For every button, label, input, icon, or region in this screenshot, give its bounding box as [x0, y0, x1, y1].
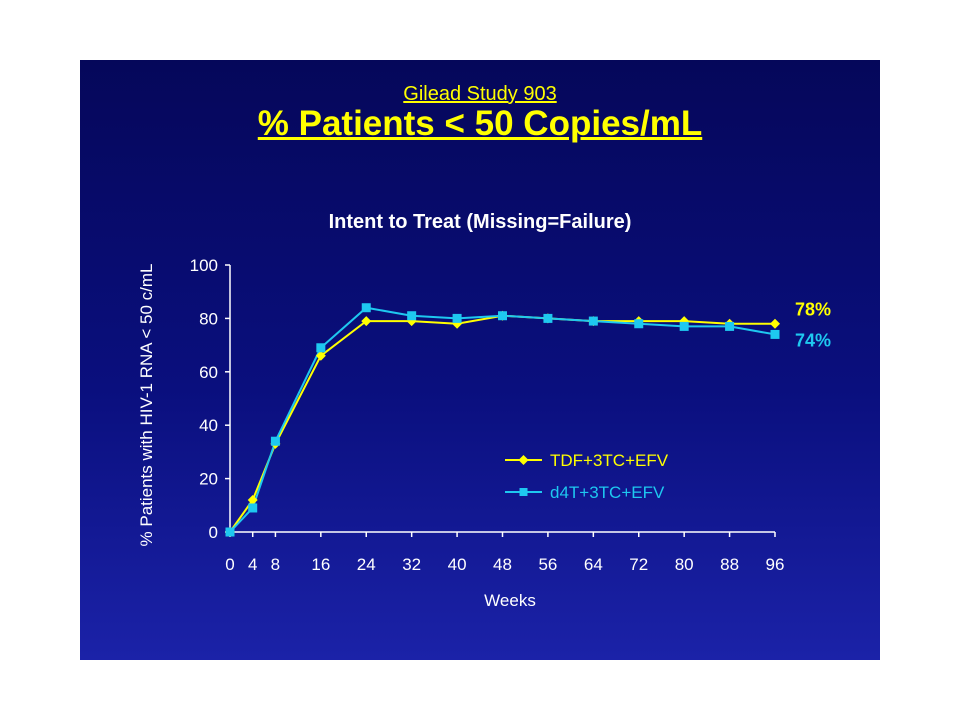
x-tick-label: 64: [584, 555, 603, 574]
end-labels: 78% 74%: [795, 300, 831, 351]
x-tick-label: 8: [271, 555, 280, 574]
x-tick-label: 0: [225, 555, 234, 574]
data-point-square: [270, 436, 280, 446]
x-axis-title: Weeks: [484, 591, 536, 610]
series-end-label: 74%: [795, 330, 831, 350]
series-line-0: [229, 314, 775, 533]
x-tick-label: 4: [248, 555, 257, 574]
data-point-square: [225, 527, 235, 537]
slide-background: Gilead Study 903 % Patients < 50 Copies/…: [80, 60, 880, 660]
data-point-square: [588, 316, 598, 326]
data-point-square: [407, 311, 417, 321]
series-markers: [225, 303, 780, 537]
legend-marker-square: [519, 488, 528, 496]
data-point-diamond: [315, 350, 326, 361]
chart-legend: TDF+3TC+EFV d4T+3TC+EFV: [505, 451, 669, 502]
legend-label: d4T+3TC+EFV: [550, 483, 665, 502]
slide-subtitle: Gilead Study 903: [403, 83, 557, 105]
data-point-square: [452, 313, 462, 323]
legend-marker-diamond: [518, 455, 529, 465]
x-tick-label: 24: [357, 555, 376, 574]
x-tick-label: 80: [675, 555, 694, 574]
x-tick-label: 48: [493, 555, 512, 574]
x-tick-label: 96: [766, 555, 785, 574]
y-tick-label: 100: [190, 256, 218, 275]
data-point-square: [498, 311, 507, 321]
y-tick-label: 20: [199, 470, 218, 489]
chart-title: Intent to Treat (Missing=Failure): [328, 211, 632, 233]
series-end-label: 78%: [795, 300, 831, 320]
data-point-square: [543, 313, 553, 323]
series-line-1: [229, 306, 776, 533]
data-point-square: [679, 321, 689, 331]
x-tick-label: 88: [720, 555, 739, 574]
y-tick-label: 60: [199, 363, 218, 382]
legend-label: TDF+3TC+EFV: [550, 451, 669, 470]
data-point-square: [316, 343, 326, 353]
data-point-square: [361, 303, 371, 313]
y-tick-label: 80: [199, 309, 218, 328]
slide-title: % Patients < 50 Copies/mL: [257, 104, 703, 143]
y-axis-title: % Patients with HIV-1 RNA < 50 c/mL: [137, 264, 156, 547]
data-point-square: [634, 319, 644, 329]
y-tick-label: 40: [199, 416, 218, 435]
data-point-square: [770, 329, 780, 339]
x-tick-label: 56: [538, 555, 557, 574]
x-tick-label: 40: [448, 555, 467, 574]
x-tick-label: 32: [402, 555, 421, 574]
x-tick-label: 16: [311, 555, 330, 574]
data-point-diamond: [247, 494, 258, 505]
data-point-diamond: [361, 316, 372, 327]
y-tick-label: 0: [209, 523, 218, 542]
data-point-diamond: [770, 318, 780, 329]
data-point-square: [725, 321, 735, 331]
data-point-square: [248, 503, 258, 513]
x-tick-label: 72: [629, 555, 648, 574]
series-lines: [229, 306, 776, 533]
